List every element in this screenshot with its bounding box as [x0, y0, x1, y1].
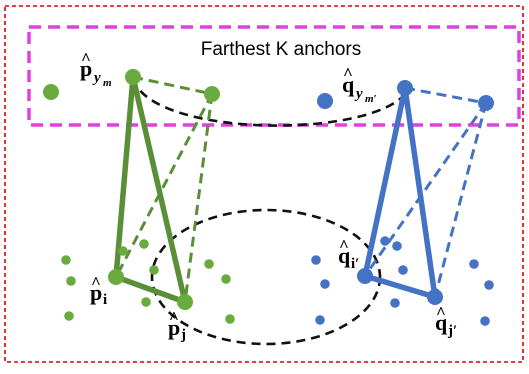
- edge-qi-qj: [364, 273, 436, 300]
- green-point: [139, 239, 149, 249]
- green-point: [66, 276, 76, 286]
- label-p-i-hat: ^: [91, 273, 101, 292]
- label-q-ym-sub: y: [354, 86, 363, 102]
- dash-anchor-qi: [363, 102, 488, 277]
- pair-correspondence-ellipse: [150, 208, 382, 346]
- green-anchor-pym: [125, 69, 141, 85]
- label-q-j-hat: ^: [436, 303, 446, 322]
- label-q-ym-subsub: m′: [365, 93, 377, 105]
- label-q-i-hat: ^: [339, 236, 349, 255]
- blue-point-qj: [427, 289, 443, 305]
- green-point-pi: [108, 269, 124, 285]
- blue-point: [469, 259, 479, 269]
- edge-pym-pj: [130, 76, 188, 303]
- green-point: [221, 274, 231, 284]
- green-points: [43, 69, 235, 324]
- edge-qym-qi: [362, 87, 408, 277]
- blue-point-qi: [357, 268, 373, 284]
- green-anchor-left: [43, 84, 59, 100]
- label-p-i-sub: i: [103, 292, 107, 308]
- green-point: [61, 255, 71, 265]
- blue-point: [320, 279, 330, 289]
- green-point: [149, 265, 159, 275]
- blue-point: [390, 298, 400, 308]
- green-point: [204, 259, 214, 269]
- label-p-ym-sub: y: [92, 70, 101, 86]
- blue-point: [480, 316, 490, 326]
- anchor-box-title: Farthest K anchors: [201, 39, 362, 60]
- blue-triangle: [362, 87, 438, 300]
- blue-point: [484, 280, 494, 290]
- label-q-j-base: q: [435, 310, 448, 335]
- label-q-ym-base: q: [342, 72, 355, 97]
- label-p-j-hat: ^: [169, 308, 179, 327]
- label-p-ym-hat: ^: [81, 49, 91, 68]
- label-q-i-base: q: [338, 243, 351, 268]
- blue-anchor-qym: [397, 80, 413, 96]
- label-q-i-sub: i′: [351, 256, 359, 272]
- edge-pym-pi: [113, 76, 136, 278]
- dash-qym-anchor: [404, 86, 487, 105]
- label-p-j-base: p: [168, 315, 180, 340]
- label-p-j-sub: j: [180, 327, 186, 343]
- dash-anchor-pi: [114, 93, 214, 278]
- blue-anchor-right: [478, 95, 494, 111]
- green-triangle: [113, 76, 188, 305]
- blue-point: [380, 236, 390, 246]
- blue-point: [398, 265, 408, 275]
- blue-points: [311, 80, 494, 326]
- label-p-i-base: p: [90, 280, 102, 305]
- label-p-i: ^ p i: [90, 273, 107, 308]
- blue-point: [315, 315, 325, 325]
- dash-anchor-pj: [183, 93, 214, 303]
- label-q-i: ^ q i′: [338, 236, 359, 272]
- label-q-ym: ^ q y m′: [342, 64, 377, 105]
- green-anchor-right: [204, 86, 220, 102]
- label-p-j: ^ p j: [168, 308, 186, 343]
- anchor-box: [27, 25, 521, 127]
- blue-point: [392, 241, 402, 251]
- blue-dashed-edges: [363, 86, 488, 298]
- label-p-ym-subsub: m: [103, 77, 112, 89]
- label-p-ym-base: p: [80, 56, 92, 81]
- label-q-ym-hat: ^: [343, 64, 353, 83]
- edge-pi-pj: [115, 274, 186, 305]
- blue-point: [311, 255, 321, 265]
- green-point: [64, 311, 74, 321]
- dash-pym-anchor: [132, 75, 213, 96]
- dash-anchor-qj: [433, 102, 488, 298]
- green-point: [225, 314, 235, 324]
- green-point: [118, 246, 128, 256]
- anchor-correspondence-arc: [131, 77, 412, 127]
- label-q-j: ^ q j′: [435, 303, 457, 339]
- label-q-j-sub: j′: [447, 323, 457, 339]
- edge-qym-qj: [402, 87, 438, 298]
- green-point-pj: [177, 294, 193, 310]
- label-p-ym: ^ p y m: [80, 49, 112, 89]
- green-point: [141, 297, 151, 307]
- blue-anchor-left: [317, 93, 333, 109]
- green-dashed-edges: [114, 75, 214, 303]
- outer-border: [4, 5, 524, 363]
